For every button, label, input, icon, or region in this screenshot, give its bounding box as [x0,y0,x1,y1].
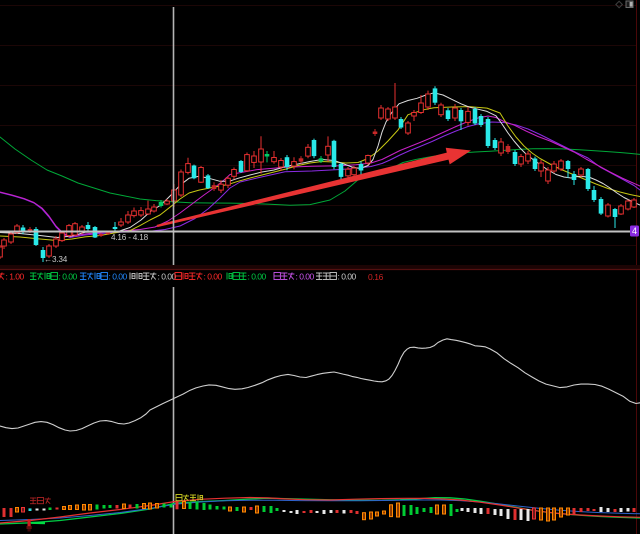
svg-text:: 0.00: : 0.00 [338,272,357,282]
svg-text:: 0.00: : 0.00 [248,272,267,282]
svg-text:: 0.00: : 0.00 [158,272,177,282]
svg-text:: 1.00: : 1.00 [6,272,25,282]
svg-text:0.16: 0.16 [368,272,384,282]
svg-text:: 0.00: : 0.00 [109,272,128,282]
svg-text:: 0.00: : 0.00 [296,272,315,282]
svg-text:4: 4 [632,226,637,236]
svg-text:: 0.00: : 0.00 [204,272,223,282]
svg-text:4.16 - 4.18: 4.16 - 4.18 [111,233,149,242]
svg-text:←3.34: ←3.34 [44,255,68,264]
svg-text:: 0.00: : 0.00 [59,272,78,282]
